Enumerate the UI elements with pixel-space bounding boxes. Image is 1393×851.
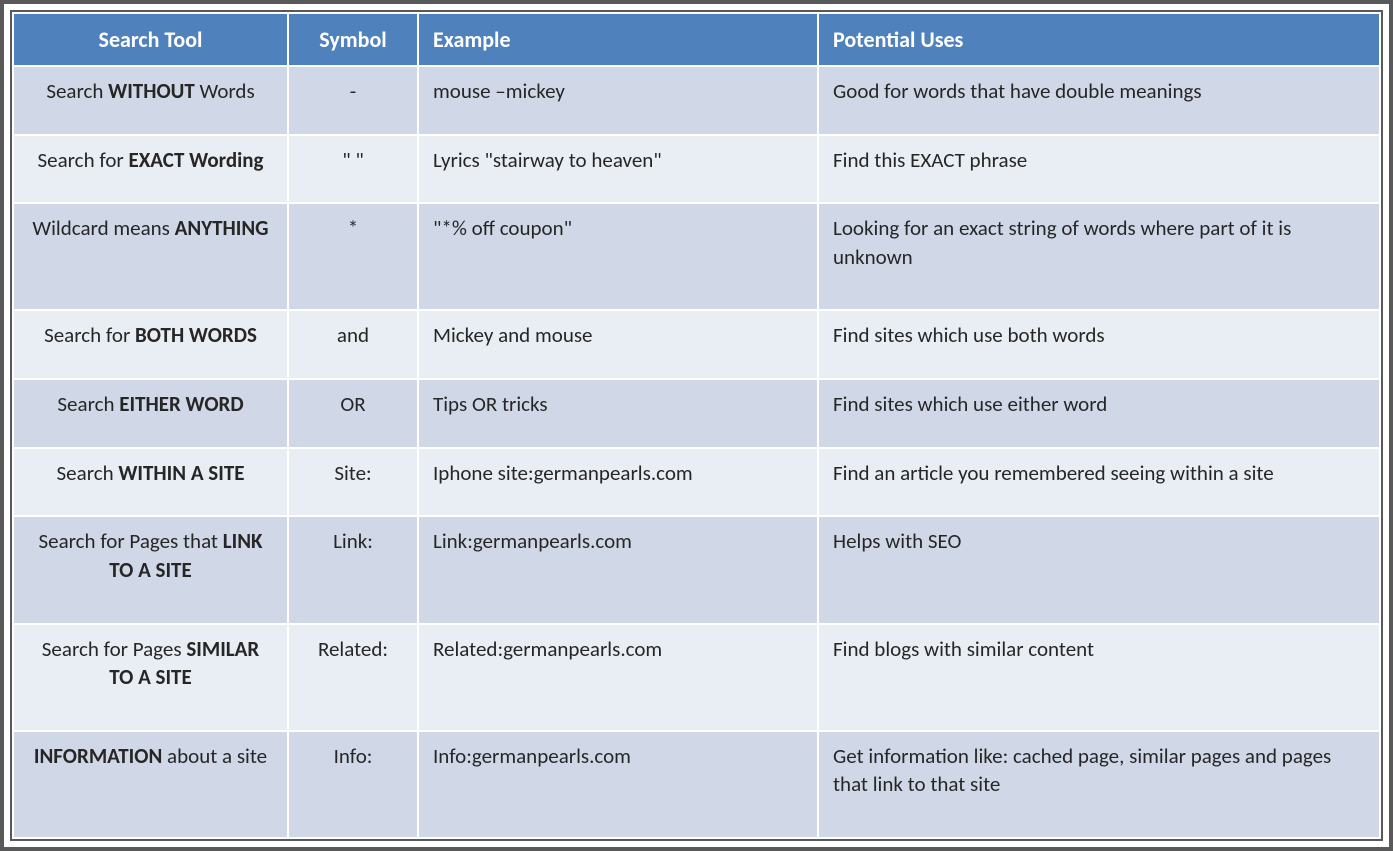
cell-symbol: Site:	[288, 448, 418, 517]
cell-potential-uses: Good for words that have double meanings	[818, 66, 1380, 135]
tool-text-post: about a site	[162, 743, 267, 769]
cell-example: "*% off coupon"	[418, 203, 818, 310]
tool-text-pre: Search for	[38, 147, 129, 173]
cell-potential-uses: Looking for an exact string of words whe…	[818, 203, 1380, 310]
cell-example: Iphone site:germanpearls.com	[418, 448, 818, 517]
cell-potential-uses: Find blogs with similar content	[818, 624, 1380, 731]
tool-text-pre: Search	[57, 391, 119, 417]
cell-potential-uses: Find this EXACT phrase	[818, 135, 1380, 204]
table-row: INFORMATION about a siteInfo:Info:german…	[13, 731, 1380, 838]
tool-text-pre: Search	[57, 460, 119, 486]
table-row: Search WITHOUT Words-mouse –mickeyGood f…	[13, 66, 1380, 135]
header-search-tool: Search Tool	[13, 13, 288, 66]
cell-potential-uses: Helps with SEO	[818, 516, 1380, 623]
cell-example: mouse –mickey	[418, 66, 818, 135]
table-body: Search WITHOUT Words-mouse –mickeyGood f…	[13, 66, 1380, 838]
tool-text-pre: Wildcard means	[32, 215, 174, 241]
cell-search-tool: Search WITHIN A SITE	[13, 448, 288, 517]
cell-symbol: Info:	[288, 731, 418, 838]
tool-text-bold: ANYTHING	[175, 215, 269, 241]
inner-frame: Search Tool Symbol Example Potential Use…	[10, 10, 1383, 841]
tool-text-bold: BOTH WORDS	[135, 322, 257, 348]
cell-symbol: Link:	[288, 516, 418, 623]
header-symbol: Symbol	[288, 13, 418, 66]
cell-example: Link:germanpearls.com	[418, 516, 818, 623]
table-row: Search for EXACT Wording" "Lyrics "stair…	[13, 135, 1380, 204]
table-row: Search WITHIN A SITESite:Iphone site:ger…	[13, 448, 1380, 517]
cell-search-tool: Search for Pages SIMILAR TO A SITE	[13, 624, 288, 731]
tool-text-pre: Search for Pages that	[38, 528, 222, 554]
table-row: Wildcard means ANYTHING*"*% off coupon"L…	[13, 203, 1380, 310]
cell-symbol: " "	[288, 135, 418, 204]
tool-text-bold: EXACT Wording	[128, 147, 263, 173]
cell-search-tool: INFORMATION about a site	[13, 731, 288, 838]
tool-text-pre: Search	[46, 78, 108, 104]
table-header: Search Tool Symbol Example Potential Use…	[13, 13, 1380, 66]
cell-symbol: -	[288, 66, 418, 135]
table-row: Search for Pages that LINK TO A SITELink…	[13, 516, 1380, 623]
header-row: Search Tool Symbol Example Potential Use…	[13, 13, 1380, 66]
tool-text-pre: Search for	[44, 322, 135, 348]
cell-search-tool: Search for Pages that LINK TO A SITE	[13, 516, 288, 623]
table-row: Search for BOTH WORDSandMickey and mouse…	[13, 310, 1380, 379]
cell-symbol: *	[288, 203, 418, 310]
cell-example: Related:germanpearls.com	[418, 624, 818, 731]
tool-text-bold: WITHOUT	[108, 78, 195, 104]
table-row: Search for Pages SIMILAR TO A SITERelate…	[13, 624, 1380, 731]
cell-example: Lyrics "stairway to heaven"	[418, 135, 818, 204]
cell-potential-uses: Find sites which use both words	[818, 310, 1380, 379]
header-potential-uses: Potential Uses	[818, 13, 1380, 66]
cell-search-tool: Search for BOTH WORDS	[13, 310, 288, 379]
tool-text-post: Words	[195, 78, 255, 104]
cell-potential-uses: Find sites which use either word	[818, 379, 1380, 448]
outer-frame: Search Tool Symbol Example Potential Use…	[0, 0, 1393, 851]
tool-text-pre: Search for Pages	[42, 636, 187, 662]
header-example: Example	[418, 13, 818, 66]
tool-text-bold: INFORMATION	[34, 743, 162, 769]
cell-example: Mickey and mouse	[418, 310, 818, 379]
cell-search-tool: Search WITHOUT Words	[13, 66, 288, 135]
cell-example: Tips OR tricks	[418, 379, 818, 448]
cell-search-tool: Wildcard means ANYTHING	[13, 203, 288, 310]
cell-potential-uses: Get information like: cached page, simil…	[818, 731, 1380, 838]
search-tools-table: Search Tool Symbol Example Potential Use…	[12, 12, 1381, 839]
tool-text-bold: WITHIN A SITE	[118, 460, 244, 486]
cell-symbol: and	[288, 310, 418, 379]
cell-example: Info:germanpearls.com	[418, 731, 818, 838]
cell-symbol: Related:	[288, 624, 418, 731]
table-row: Search EITHER WORDORTips OR tricksFind s…	[13, 379, 1380, 448]
cell-symbol: OR	[288, 379, 418, 448]
cell-search-tool: Search EITHER WORD	[13, 379, 288, 448]
cell-potential-uses: Find an article you remembered seeing wi…	[818, 448, 1380, 517]
cell-search-tool: Search for EXACT Wording	[13, 135, 288, 204]
tool-text-bold: EITHER WORD	[119, 391, 243, 417]
